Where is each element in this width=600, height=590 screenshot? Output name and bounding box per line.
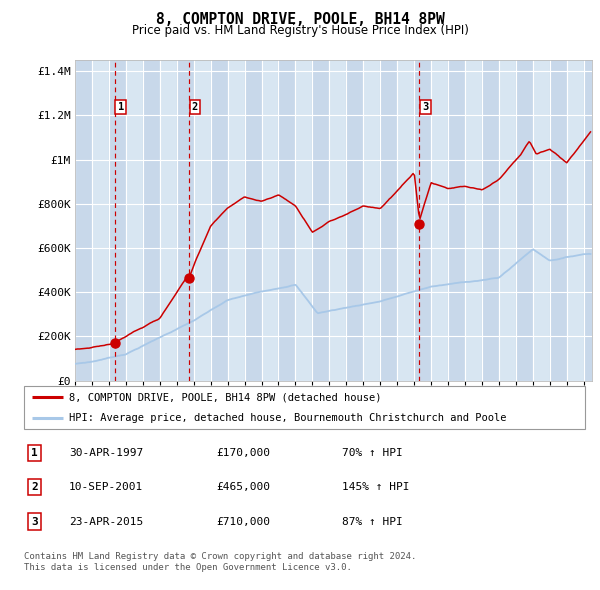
Text: 8, COMPTON DRIVE, POOLE, BH14 8PW (detached house): 8, COMPTON DRIVE, POOLE, BH14 8PW (detac… — [69, 392, 382, 402]
Bar — [567, 60, 584, 381]
Bar — [194, 60, 211, 381]
Text: 1: 1 — [118, 102, 124, 112]
Text: 2: 2 — [31, 483, 38, 492]
Bar — [533, 60, 550, 381]
Text: 145% ↑ HPI: 145% ↑ HPI — [342, 483, 409, 492]
Bar — [278, 60, 295, 381]
Text: £465,000: £465,000 — [216, 483, 270, 492]
Text: 10-SEP-2001: 10-SEP-2001 — [69, 483, 143, 492]
Text: 70% ↑ HPI: 70% ↑ HPI — [342, 448, 403, 458]
Bar — [329, 60, 346, 381]
Text: 8, COMPTON DRIVE, POOLE, BH14 8PW: 8, COMPTON DRIVE, POOLE, BH14 8PW — [155, 12, 445, 27]
Text: £170,000: £170,000 — [216, 448, 270, 458]
Bar — [92, 60, 109, 381]
Bar — [482, 60, 499, 381]
Text: 2: 2 — [192, 102, 198, 112]
Bar — [499, 60, 516, 381]
Bar — [211, 60, 227, 381]
Bar — [262, 60, 278, 381]
Text: 87% ↑ HPI: 87% ↑ HPI — [342, 517, 403, 526]
FancyBboxPatch shape — [24, 386, 585, 429]
Bar — [363, 60, 380, 381]
Text: 30-APR-1997: 30-APR-1997 — [69, 448, 143, 458]
Bar — [516, 60, 533, 381]
Bar — [126, 60, 143, 381]
Text: Price paid vs. HM Land Registry's House Price Index (HPI): Price paid vs. HM Land Registry's House … — [131, 24, 469, 37]
Bar — [414, 60, 431, 381]
Text: 3: 3 — [31, 517, 38, 526]
Bar — [227, 60, 245, 381]
Text: 1: 1 — [31, 448, 38, 458]
Bar — [584, 60, 600, 381]
Text: 23-APR-2015: 23-APR-2015 — [69, 517, 143, 526]
Text: £710,000: £710,000 — [216, 517, 270, 526]
Bar — [448, 60, 465, 381]
Bar — [550, 60, 567, 381]
Bar — [380, 60, 397, 381]
Text: Contains HM Land Registry data © Crown copyright and database right 2024.
This d: Contains HM Land Registry data © Crown c… — [24, 552, 416, 572]
Bar — [160, 60, 177, 381]
Bar — [313, 60, 329, 381]
Text: HPI: Average price, detached house, Bournemouth Christchurch and Poole: HPI: Average price, detached house, Bour… — [69, 414, 506, 423]
Bar — [75, 60, 92, 381]
Bar — [177, 60, 194, 381]
Bar — [397, 60, 414, 381]
Bar — [465, 60, 482, 381]
Bar — [109, 60, 126, 381]
Text: 3: 3 — [422, 102, 429, 112]
Bar — [346, 60, 363, 381]
Bar — [431, 60, 448, 381]
Bar — [245, 60, 262, 381]
Bar — [295, 60, 313, 381]
Bar — [143, 60, 160, 381]
